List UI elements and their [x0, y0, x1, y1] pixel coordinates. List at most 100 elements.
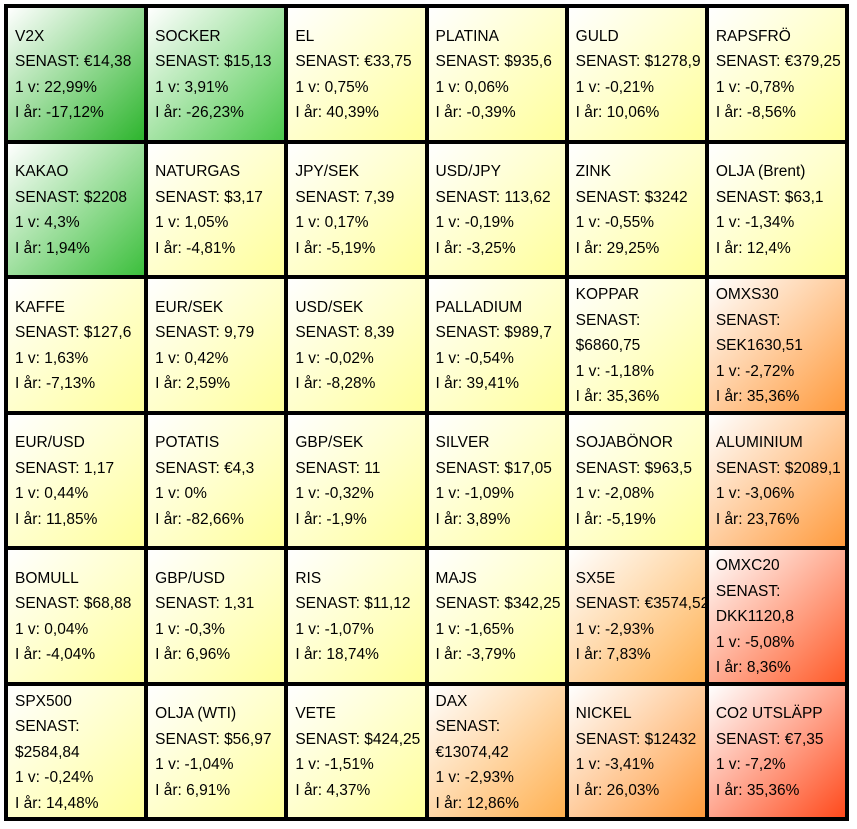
tile-ytd-change: I år: 1,94% — [15, 239, 90, 257]
tile-ytd-change: I år: -8,56% — [715, 104, 796, 122]
market-tile: PALLADIUM SENAST: $989,7 1 v: -0,54% I år: … — [428, 279, 565, 411]
tile-name: USD/JPY — [435, 163, 501, 181]
market-tile: PLATINA SENAST: $935,6 1 v: 0,06% I år: -0,… — [428, 8, 565, 140]
tile-week-change: 1 v: -2,72% — [715, 362, 795, 380]
market-tile: KAKAO SENAST: $2208 1 v: 4,3% I år: 1,94% — [8, 143, 145, 275]
tile-last-price: SENAST: $342,25 — [435, 595, 561, 613]
tile-name: ALUMINIUM — [715, 434, 803, 452]
tile-week-change: 1 v: 4,3% — [15, 214, 80, 232]
tile-ytd-change: I år: 35,36% — [715, 781, 800, 799]
tile-name: EUR/SEK — [155, 298, 224, 316]
tile-last-price: SENAST: 113,62 — [435, 188, 551, 206]
tile-last-price: SENAST: €3574,52 — [575, 595, 705, 613]
market-tile: GBP/SEK SENAST: 11 1 v: -0,32% I år: -1,9% — [288, 414, 425, 546]
tile-week-change: 1 v: -1,04% — [155, 756, 234, 774]
market-tile: KOPPAR SENAST: $6860,75 1 v: -1,18% I år: 35… — [568, 279, 705, 411]
market-tile: KAFFE SENAST: $127,6 1 v: 1,63% I år: -7,13… — [8, 279, 145, 411]
tile-last-price: SENAST: $1278,9 — [575, 53, 701, 71]
tile-week-change: 1 v: 0,75% — [295, 78, 369, 96]
tile-ytd-change: I år: -7,13% — [15, 375, 96, 393]
tile-last-price: SENAST: $56,97 — [155, 730, 272, 748]
tile-ytd-change: I år: -4,81% — [155, 239, 236, 257]
tile-ytd-change: I år: 2,59% — [155, 375, 231, 393]
market-tile: USD/JPY SENAST: 113,62 1 v: -0,19% I år: -3… — [428, 143, 565, 275]
market-tile: ZINK SENAST: $3242 1 v: -0,55% I år: 29,25% — [568, 143, 705, 275]
tile-name: V2X — [15, 27, 45, 45]
tile-last-price: SENAST: €379,25 — [715, 53, 841, 71]
tile-name: SILVER — [435, 434, 490, 452]
market-tile: BOMULL SENAST: $68,88 1 v: 0,04% I år: -4,0… — [8, 550, 145, 682]
tile-last-price: SENAST: $3,17 — [155, 188, 263, 206]
tile-name: BOMULL — [15, 569, 79, 587]
tile-week-change: 1 v: 0,42% — [155, 349, 229, 367]
tile-ytd-change: I år: 39,41% — [435, 375, 520, 393]
tile-ytd-change: I år: 35,36% — [575, 388, 660, 405]
market-tile: SOJABÖNOR SENAST: $963,5 1 v: -2,08% I år: … — [568, 414, 705, 546]
tile-week-change: 1 v: -5,08% — [715, 633, 795, 651]
tile-last-price: SENAST: $11,12 — [295, 595, 411, 613]
tile-name: SX5E — [575, 569, 616, 587]
tile-week-change: 1 v: 0% — [155, 485, 207, 503]
tile-last-price-value: SEK1630,51 — [715, 337, 803, 354]
market-tile: VETE SENAST: $424,25 1 v: -1,51% I år: 4,37… — [288, 685, 425, 817]
tile-name: RIS — [295, 569, 322, 587]
tile-name: PLATINA — [435, 27, 499, 45]
tile-week-change: 1 v: -0,19% — [435, 214, 514, 232]
tile-name: SOJABÖNOR — [575, 434, 673, 452]
tile-name: OLJA (Brent) — [715, 163, 806, 181]
tile-name: NATURGAS — [155, 163, 241, 181]
tile-week-change: 1 v: -3,41% — [575, 756, 655, 774]
tile-last-price: SENAST: — [715, 582, 781, 600]
tile-name: DAX — [435, 692, 468, 710]
tile-week-change: 1 v: -0,24% — [15, 769, 94, 786]
tile-name: POTATIS — [155, 434, 220, 452]
tile-name: EL — [295, 27, 315, 45]
tile-last-price: SENAST: 9,79 — [155, 324, 255, 342]
market-tile: OLJA (WTI) SENAST: $56,97 1 v: -1,04% I år:… — [148, 685, 285, 817]
market-tile: EUR/SEK SENAST: 9,79 1 v: 0,42% I år: 2,59% — [148, 279, 285, 411]
market-tile: OMXC20 SENAST: DKK1120,8 1 v: -5,08% I år: 8… — [708, 550, 845, 682]
market-tile: GULD SENAST: $1278,9 1 v: -0,21% I år: 10,0… — [568, 8, 705, 140]
tile-name: KOPPAR — [575, 286, 640, 303]
tile-name: JPY/SEK — [295, 163, 360, 181]
tile-name: GULD — [575, 27, 619, 45]
market-tile: DAX SENAST: €13074,42 1 v: -2,93% I år: 12,8… — [428, 685, 565, 817]
market-tile: NICKEL SENAST: $12432 1 v: -3,41% I år: 26,… — [568, 685, 705, 817]
tile-ytd-change: I år: -8,28% — [295, 375, 376, 393]
tile-week-change: 1 v: -1,34% — [715, 214, 795, 232]
tile-last-price: SENAST: — [435, 718, 501, 735]
tile-ytd-change: I år: -5,19% — [575, 510, 656, 528]
tile-last-price: SENAST: $935,6 — [435, 53, 552, 71]
market-tile: OMXS30 SENAST: SEK1630,51 1 v: -2,72% I år: … — [708, 279, 845, 411]
tile-name: KAKAO — [15, 163, 69, 181]
tile-ytd-change: I år: 8,36% — [715, 659, 791, 676]
tile-last-price: SENAST: $424,25 — [295, 730, 421, 748]
tile-ytd-change: I år: -4,04% — [15, 646, 96, 664]
tile-last-price: SENAST: — [715, 311, 781, 329]
market-tile: NATURGAS SENAST: $3,17 1 v: 1,05% I år: -4,… — [148, 143, 285, 275]
tile-last-price: SENAST: $15,13 — [155, 53, 272, 71]
tile-ytd-change: I år: 6,96% — [155, 646, 231, 664]
tile-last-price: SENAST: 8,39 — [295, 324, 395, 342]
tile-last-price: SENAST: 7,39 — [295, 188, 395, 206]
market-tile: USD/SEK SENAST: 8,39 1 v: -0,02% I år: -8,2… — [288, 279, 425, 411]
tile-name: RAPSFRÖ — [715, 27, 791, 45]
tile-last-price: SENAST: 1,31 — [155, 595, 255, 613]
tile-name: USD/SEK — [295, 298, 364, 316]
market-tile: V2X SENAST: €14,38 1 v: 22,99% I år: -17,12… — [8, 8, 145, 140]
tile-ytd-change: I år: 7,83% — [575, 646, 651, 664]
tile-last-price: SENAST: $3242 — [575, 188, 688, 206]
tile-last-price: SENAST: $2089,1 — [715, 459, 841, 477]
tile-last-price: SENAST: $12432 — [575, 730, 697, 748]
market-tile: MAJS SENAST: $342,25 1 v: -1,65% I år: -3,7… — [428, 550, 565, 682]
tile-ytd-change: I år: -17,12% — [15, 104, 104, 122]
tile-last-price: SENAST: — [15, 718, 80, 735]
market-tile: RAPSFRÖ SENAST: €379,25 1 v: -0,78% I år: -… — [708, 8, 845, 140]
market-tile: EUR/USD SENAST: 1,17 1 v: 0,44% I år: 11,85… — [8, 414, 145, 546]
tile-name: GBP/USD — [155, 569, 225, 587]
tile-last-price: SENAST: €14,38 — [15, 53, 132, 71]
market-tile: GBP/USD SENAST: 1,31 1 v: -0,3% I år: 6,96% — [148, 550, 285, 682]
tile-week-change: 1 v: -1,18% — [575, 362, 655, 380]
tile-ytd-change: I år: 3,89% — [435, 510, 511, 528]
tile-week-change: 1 v: -1,07% — [295, 620, 374, 638]
